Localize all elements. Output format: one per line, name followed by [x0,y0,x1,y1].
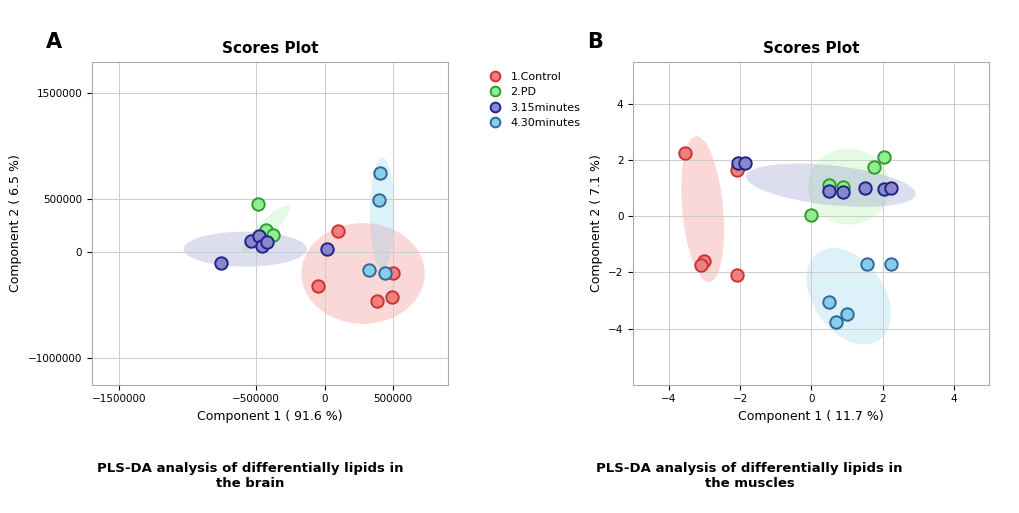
Point [360,266,376,274]
Point [820,181,837,189]
Point [856,184,872,192]
Point [858,260,874,268]
Point [835,188,851,196]
Point [371,196,387,205]
Point [259,238,275,246]
Point [376,269,392,278]
Ellipse shape [806,248,890,344]
Ellipse shape [183,232,307,267]
Point [692,261,708,269]
Point [250,200,266,208]
Point [676,149,692,157]
Point [728,271,744,279]
Title: Scores Plot: Scores Plot [221,41,318,56]
Text: PLS-DA analysis of differentially lipids in
the brain: PLS-DA analysis of differentially lipids… [97,462,403,490]
Point [730,163,746,171]
Point [383,293,399,301]
Point [882,184,899,192]
X-axis label: Component 1 ( 91.6 %): Component 1 ( 91.6 %) [197,410,342,423]
Point [882,260,899,268]
X-axis label: Component 1 ( 11.7 %): Component 1 ( 11.7 %) [738,410,883,423]
Ellipse shape [242,206,289,252]
Ellipse shape [301,223,424,324]
Ellipse shape [807,149,889,225]
Point [384,269,400,278]
Text: A: A [46,32,61,52]
Point [368,297,384,305]
Ellipse shape [370,157,394,269]
Ellipse shape [746,164,915,207]
Point [730,159,746,167]
Point [865,163,881,171]
Point [243,236,259,245]
Point [737,159,753,167]
Point [310,282,326,290]
Point [330,227,346,235]
Point [728,166,744,174]
Point [696,257,712,265]
Ellipse shape [681,136,723,282]
Point [835,183,851,191]
Text: B: B [586,32,602,52]
Title: Scores Plot: Scores Plot [762,41,859,56]
Point [319,245,335,253]
Y-axis label: Component 2 ( 7.1 %): Component 2 ( 7.1 %) [589,154,602,292]
Point [264,231,280,240]
Point [820,298,837,306]
Point [838,310,854,319]
Point [254,242,270,250]
Legend: 1.Control, 2.PD, 3.15minutes, 4.30minutes: 1.Control, 2.PD, 3.15minutes, 4.30minute… [479,67,584,133]
Point [251,232,267,240]
Point [372,169,388,177]
Text: PLS-DA analysis of differentially lipids in
the muscles: PLS-DA analysis of differentially lipids… [596,462,902,490]
Point [827,318,844,326]
Point [820,187,837,195]
Point [212,259,228,267]
Point [875,153,892,161]
Point [802,211,818,219]
Point [258,226,274,234]
Y-axis label: Component 2 ( 6.5 %): Component 2 ( 6.5 %) [9,154,22,292]
Point [875,185,892,193]
